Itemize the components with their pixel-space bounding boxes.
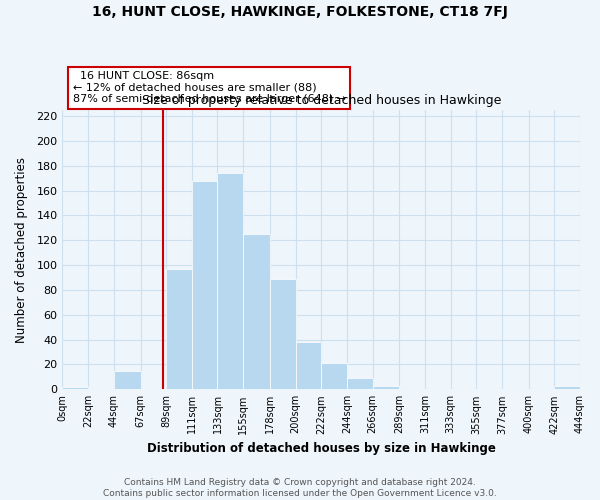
Bar bbox=[192, 180, 217, 390]
Bar bbox=[296, 342, 321, 390]
Y-axis label: Number of detached properties: Number of detached properties bbox=[15, 156, 28, 342]
Bar bbox=[270, 279, 296, 390]
X-axis label: Distribution of detached houses by size in Hawkinge: Distribution of detached houses by size … bbox=[147, 442, 496, 455]
Bar bbox=[321, 363, 347, 390]
Bar bbox=[114, 370, 140, 390]
Title: Size of property relative to detached houses in Hawkinge: Size of property relative to detached ho… bbox=[142, 94, 501, 108]
Text: 16, HUNT CLOSE, HAWKINGE, FOLKESTONE, CT18 7FJ: 16, HUNT CLOSE, HAWKINGE, FOLKESTONE, CT… bbox=[92, 5, 508, 19]
Text: Contains HM Land Registry data © Crown copyright and database right 2024.
Contai: Contains HM Land Registry data © Crown c… bbox=[103, 478, 497, 498]
Bar bbox=[243, 234, 270, 390]
Bar bbox=[62, 387, 88, 390]
Bar bbox=[217, 173, 243, 390]
Bar bbox=[347, 378, 373, 390]
Bar bbox=[554, 386, 580, 390]
Bar bbox=[166, 269, 192, 390]
Text: 16 HUNT CLOSE: 86sqm
← 12% of detached houses are smaller (88)
87% of semi-detac: 16 HUNT CLOSE: 86sqm ← 12% of detached h… bbox=[73, 71, 346, 104]
Bar bbox=[373, 386, 400, 390]
